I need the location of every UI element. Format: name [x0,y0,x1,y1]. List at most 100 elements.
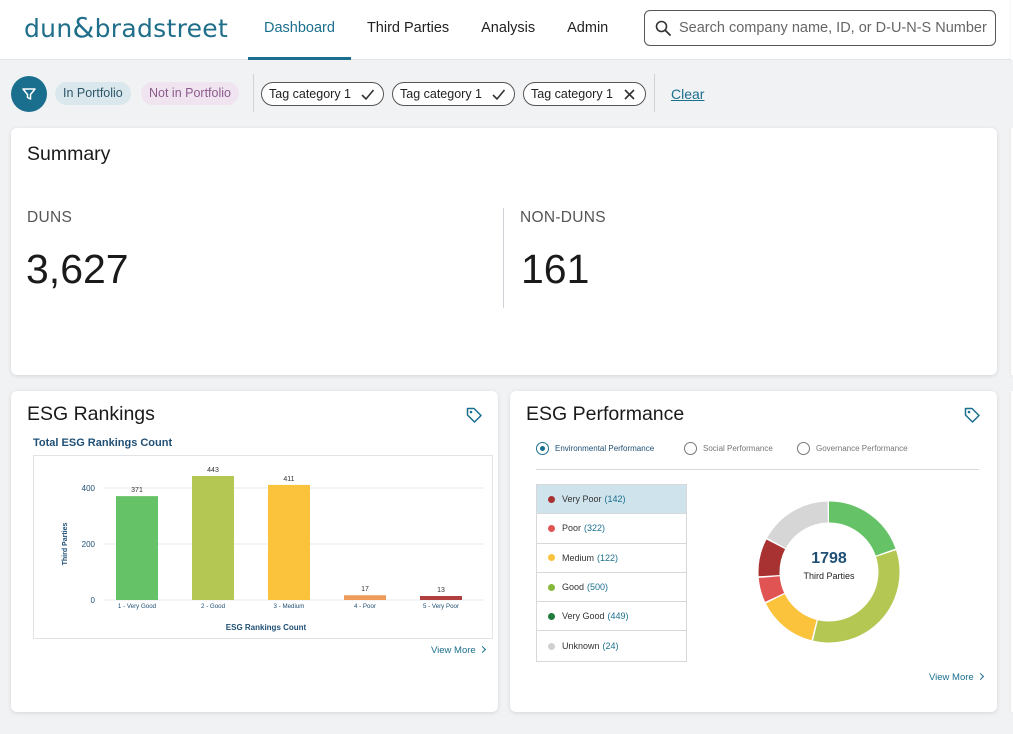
non-duns-value: 161 [521,246,590,292]
chevron-right-icon [478,645,486,654]
summary-title: Summary [27,143,111,165]
legend-dot [548,642,555,650]
data-label: 13 [437,587,445,594]
data-label: 443 [207,467,219,474]
y-tick-label: 0 [91,596,96,605]
legend-dot [548,524,555,532]
radio-social[interactable]: Social Performance [684,442,773,455]
window-edge [1011,0,1013,60]
legend-label: Medium [562,552,595,563]
donut-center: 1798 Third Parties [756,550,902,581]
legend-dot [548,495,555,503]
legend-item-medium[interactable]: Medium (122) [537,544,686,573]
legend-item-very-poor[interactable]: Very Poor (142) [537,485,686,515]
clear-filters-link[interactable]: Clear [671,86,705,102]
tag-chip-2[interactable]: Tag category 1 [392,82,515,106]
radio-circle [797,442,810,455]
performance-donut: 1798 Third Parties [756,499,902,645]
legend-item-very-good[interactable]: Very Good (449) [537,602,686,632]
chart-title: Total ESG Rankings Count [33,437,173,449]
non-duns-label: NON-DUNS [520,209,606,226]
y-axis-label: Third Parties [62,523,69,566]
logo-text-dun: dun [24,14,73,43]
search-box[interactable] [644,10,996,46]
radio-environmental[interactable]: Environmental Performance [536,442,654,455]
search-input[interactable] [679,18,991,38]
main-nav: Dashboard Third Parties Analysis Admin [248,0,624,60]
legend-count: (449) [607,611,629,622]
x-tick-label: 2 - Good [201,603,226,610]
bar-5 [420,596,462,600]
bar-3 [268,484,310,600]
radio-label: Social Performance [703,444,773,453]
filter-divider [654,74,655,112]
donut-segment-green[interactable] [758,501,900,643]
tag-chip-1[interactable]: Tag category 1 [261,82,384,106]
duns-label: DUNS [27,209,73,226]
chevron-right-icon [976,672,984,681]
tag-chip-3[interactable]: Tag category 1 [523,82,646,106]
x-tick-label: 5 - Very Poor [423,603,459,610]
top-header: dun&bradstreet Dashboard Third Parties A… [0,0,1013,60]
bar-4 [344,595,386,600]
pill-not-in-portfolio[interactable]: Not in Portfolio [141,82,239,105]
esg-performance-card: ESG Performance Environmental Performanc… [510,391,997,712]
nav-third-parties[interactable]: Third Parties [366,20,450,36]
legend-count: (142) [604,494,626,505]
radio-circle [536,442,549,455]
filter-divider [253,74,254,112]
data-label: 411 [283,476,294,483]
x-tick-label: 4 - Poor [354,603,376,610]
legend-label: Unknown [562,641,600,652]
radio-label: Environmental Performance [555,444,655,453]
legend-item-poor[interactable]: Poor (322) [537,514,686,544]
legend-count: (500) [587,582,609,593]
esg-rankings-title: ESG Rankings [27,403,155,425]
window-edge [1011,391,1013,712]
esg-rankings-card: ESG Rankings Total ESG Rankings Count 0 2… [11,391,498,712]
view-more-label: View More [431,645,476,656]
divider [536,469,979,470]
window-edge [1011,128,1013,375]
tag-icon[interactable] [465,406,483,424]
nav-analysis[interactable]: Analysis [481,20,536,36]
legend-count: (24) [602,641,619,652]
legend-dot [548,612,555,620]
legend-dot [548,554,555,562]
view-more-link[interactable]: View More [431,645,486,656]
donut-segment-yellow-green[interactable] [758,501,900,643]
view-more-link[interactable]: View More [929,672,984,683]
tag-chip-label: Tag category 1 [531,87,613,101]
legend-item-unknown[interactable]: Unknown (24) [537,631,686,660]
summary-card: Summary DUNS 3,627 NON-DUNS 161 [11,128,997,375]
legend-count: (122) [597,552,619,563]
dnb-logo[interactable]: dun&bradstreet [24,11,228,44]
x-axis-label: ESG Rankings Count [226,623,307,632]
radio-governance[interactable]: Governance Performance [797,442,908,455]
legend-item-good[interactable]: Good (500) [537,573,686,603]
y-tick-label: 200 [82,540,96,549]
nav-admin[interactable]: Admin [567,20,609,36]
filter-button[interactable] [11,76,47,112]
legend-label: Very Poor [562,494,602,505]
tag-chip-label: Tag category 1 [269,87,351,101]
legend-dot [548,583,555,591]
legend-label: Good [562,582,585,593]
check-icon [492,89,506,101]
summary-divider [503,208,504,308]
logo-ampersand: & [72,11,95,44]
donut-segment-dark-red[interactable] [758,501,900,643]
legend-count: (322) [584,523,606,534]
legend-label: Very Good [562,611,605,622]
close-icon[interactable] [622,87,637,102]
legend-label: Poor [562,523,582,534]
donut-chart [758,501,900,643]
pill-in-portfolio[interactable]: In Portfolio [55,82,131,105]
radio-label: Governance Performance [816,444,908,453]
y-tick-label: 400 [82,484,96,493]
nav-dashboard[interactable]: Dashboard [248,0,351,60]
search-icon [655,20,671,36]
tag-chip-label: Tag category 1 [400,87,482,101]
tag-icon[interactable] [963,406,981,424]
bar-2 [192,475,234,600]
